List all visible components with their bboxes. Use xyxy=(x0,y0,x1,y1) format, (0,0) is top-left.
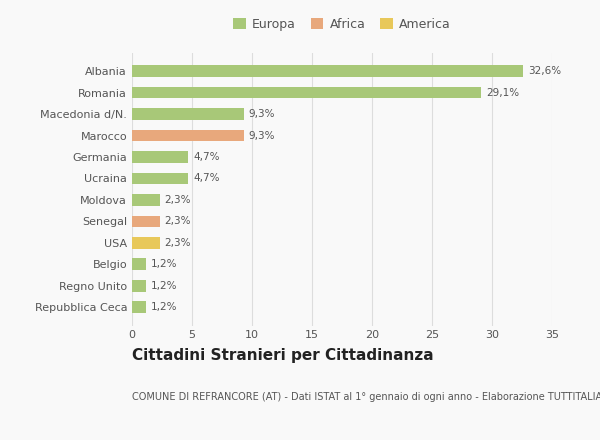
Text: 9,3%: 9,3% xyxy=(248,109,275,119)
Text: 2,3%: 2,3% xyxy=(164,216,191,227)
Text: 2,3%: 2,3% xyxy=(164,195,191,205)
Bar xyxy=(132,151,188,163)
Text: 4,7%: 4,7% xyxy=(193,152,220,162)
Bar xyxy=(132,194,160,206)
Bar xyxy=(132,65,523,77)
Text: Cittadini Stranieri per Cittadinanza: Cittadini Stranieri per Cittadinanza xyxy=(132,348,434,363)
Text: COMUNE DI REFRANCORE (AT) - Dati ISTAT al 1° gennaio di ogni anno - Elaborazione: COMUNE DI REFRANCORE (AT) - Dati ISTAT a… xyxy=(132,392,600,402)
Bar xyxy=(132,237,160,249)
Text: 29,1%: 29,1% xyxy=(486,88,519,98)
Bar xyxy=(132,280,146,292)
Bar xyxy=(132,216,160,227)
Legend: Europa, Africa, America: Europa, Africa, America xyxy=(230,15,454,33)
Bar xyxy=(132,87,481,99)
Text: 32,6%: 32,6% xyxy=(528,66,561,76)
Bar xyxy=(132,301,146,313)
Bar xyxy=(132,108,244,120)
Text: 1,2%: 1,2% xyxy=(151,259,178,269)
Text: 4,7%: 4,7% xyxy=(193,173,220,183)
Text: 1,2%: 1,2% xyxy=(151,302,178,312)
Bar xyxy=(132,258,146,270)
Text: 9,3%: 9,3% xyxy=(248,131,275,140)
Text: 1,2%: 1,2% xyxy=(151,281,178,291)
Bar xyxy=(132,172,188,184)
Text: 2,3%: 2,3% xyxy=(164,238,191,248)
Bar xyxy=(132,130,244,141)
